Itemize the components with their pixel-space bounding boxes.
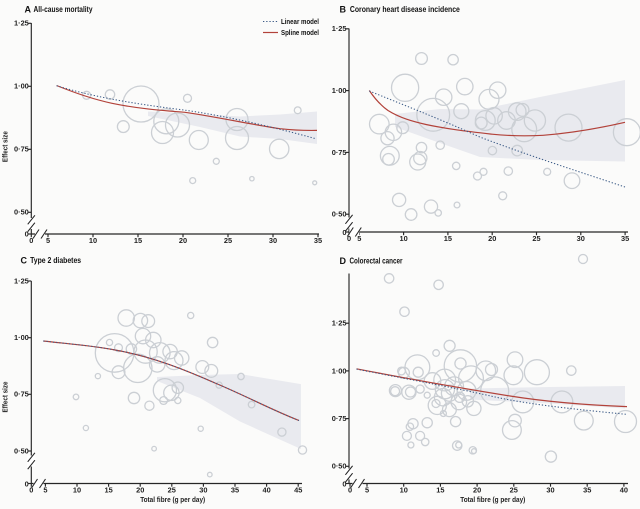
- svg-text:15: 15: [134, 236, 142, 245]
- svg-text:25: 25: [168, 485, 176, 494]
- svg-text:30: 30: [269, 236, 277, 245]
- svg-text:0·75: 0·75: [332, 414, 347, 423]
- svg-text:0·75: 0·75: [14, 390, 29, 399]
- svg-text:Coronary heart disease inciden: Coronary heart disease incidence: [350, 5, 461, 14]
- svg-text:1·25: 1·25: [332, 24, 347, 33]
- svg-text:Linear model: Linear model: [281, 17, 319, 26]
- svg-text:15: 15: [104, 485, 112, 494]
- svg-text:40: 40: [620, 485, 628, 494]
- svg-text:35: 35: [621, 234, 629, 243]
- svg-text:1·00: 1·00: [332, 366, 347, 375]
- svg-text:Total fibre (g per day): Total fibre (g per day): [140, 495, 206, 504]
- svg-text:D: D: [340, 256, 347, 266]
- svg-text:0·50: 0·50: [332, 462, 347, 471]
- svg-text:0: 0: [29, 485, 33, 494]
- svg-text:25: 25: [532, 234, 540, 243]
- svg-text:10: 10: [89, 236, 97, 245]
- svg-text:10: 10: [399, 234, 407, 243]
- svg-text:Effect size: Effect size: [1, 382, 10, 413]
- svg-text:0·50: 0·50: [332, 210, 347, 219]
- svg-text:All-cause mortality: All-cause mortality: [34, 5, 94, 14]
- svg-text:5: 5: [365, 485, 369, 494]
- svg-text:A: A: [25, 4, 32, 14]
- svg-text:0·50: 0·50: [14, 208, 29, 217]
- svg-text:20: 20: [136, 485, 144, 494]
- svg-text:Effect size: Effect size: [1, 131, 10, 162]
- svg-text:20: 20: [488, 234, 496, 243]
- svg-text:0·50: 0·50: [14, 446, 29, 455]
- svg-text:0·75: 0·75: [332, 148, 347, 157]
- svg-text:30: 30: [577, 234, 585, 243]
- svg-text:5: 5: [43, 485, 47, 494]
- svg-text:5: 5: [357, 234, 361, 243]
- svg-text:0: 0: [25, 480, 29, 489]
- svg-text:0: 0: [348, 485, 352, 494]
- svg-text:0: 0: [29, 236, 33, 245]
- svg-text:30: 30: [546, 485, 554, 494]
- svg-text:45: 45: [294, 485, 302, 494]
- svg-text:0: 0: [25, 229, 29, 238]
- svg-text:Spline model: Spline model: [281, 28, 319, 37]
- svg-text:Total fibre (g per day): Total fibre (g per day): [460, 495, 526, 504]
- svg-text:1·25: 1·25: [332, 319, 347, 328]
- svg-text:1·25: 1·25: [14, 276, 29, 285]
- svg-text:25: 25: [510, 485, 518, 494]
- svg-text:25: 25: [224, 236, 232, 245]
- svg-text:0: 0: [342, 480, 346, 489]
- svg-text:15: 15: [436, 485, 444, 494]
- svg-text:0: 0: [342, 228, 346, 237]
- svg-text:1·00: 1·00: [14, 82, 29, 91]
- svg-text:20: 20: [473, 485, 481, 494]
- svg-text:Colorectal cancer: Colorectal cancer: [350, 257, 403, 266]
- svg-text:Type 2 diabetes: Type 2 diabetes: [30, 256, 82, 265]
- svg-text:35: 35: [583, 485, 591, 494]
- svg-text:30: 30: [199, 485, 207, 494]
- svg-text:0: 0: [347, 234, 351, 243]
- svg-text:0·75: 0·75: [14, 145, 29, 154]
- svg-text:40: 40: [262, 485, 270, 494]
- svg-text:1·00: 1·00: [332, 86, 347, 95]
- svg-text:10: 10: [400, 485, 408, 494]
- svg-text:20: 20: [179, 236, 187, 245]
- svg-text:C: C: [21, 255, 28, 265]
- svg-text:5: 5: [46, 236, 50, 245]
- svg-text:10: 10: [73, 485, 81, 494]
- svg-text:35: 35: [314, 236, 322, 245]
- svg-text:1·25: 1·25: [14, 19, 29, 28]
- svg-text:1·00: 1·00: [14, 333, 29, 342]
- svg-text:15: 15: [444, 234, 452, 243]
- svg-text:35: 35: [231, 485, 239, 494]
- svg-text:B: B: [340, 4, 347, 14]
